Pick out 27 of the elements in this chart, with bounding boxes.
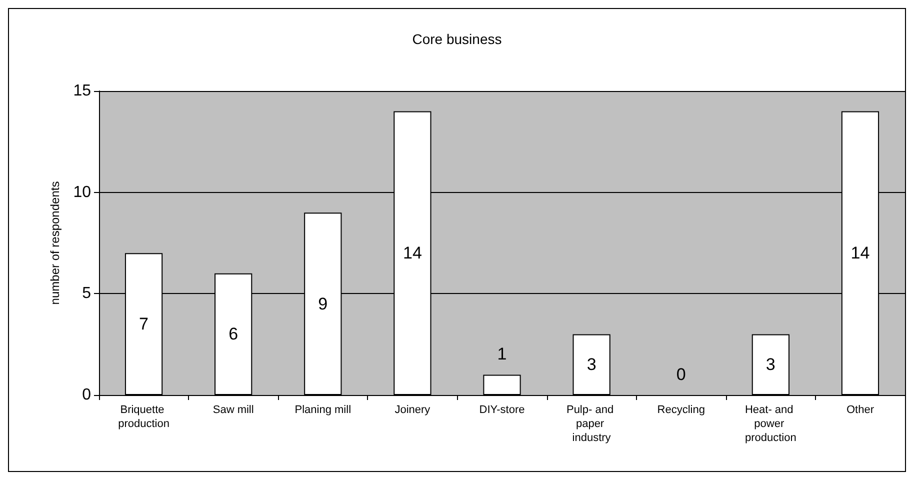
x-tick-label: Briquette production: [118, 404, 170, 430]
data-label: 14: [850, 244, 870, 263]
y-tick-label: 10: [73, 184, 92, 201]
y-tick-label: 15: [73, 82, 92, 100]
x-tick-label: Recycling: [657, 404, 705, 416]
data-label: 14: [402, 244, 422, 263]
chart-title: Core business: [412, 31, 502, 47]
x-tick-label: Planing mill: [294, 404, 352, 416]
y-axis-title: number of respondents: [48, 181, 62, 305]
data-label: 3: [586, 355, 596, 374]
x-tick-label: Pulp- and paper industry: [566, 404, 617, 444]
bar: [572, 334, 610, 395]
data-label: 1: [497, 344, 507, 364]
x-tick-label: Other: [846, 404, 874, 416]
bar: [752, 334, 790, 395]
x-tick-label: DIY-store: [479, 404, 525, 416]
y-tick-label: 5: [82, 285, 92, 302]
x-tick-label: Heat- and power production: [744, 404, 796, 444]
data-label: 7: [139, 314, 149, 334]
data-label: 6: [228, 324, 238, 344]
bar: [483, 374, 521, 395]
data-label: 3: [766, 355, 776, 374]
x-tick-label: Joinery: [394, 404, 431, 416]
x-tick-label: Saw mill: [212, 404, 254, 416]
data-label: 9: [318, 294, 328, 314]
data-label: 0: [676, 365, 686, 384]
y-tick-label: 0: [82, 386, 92, 404]
